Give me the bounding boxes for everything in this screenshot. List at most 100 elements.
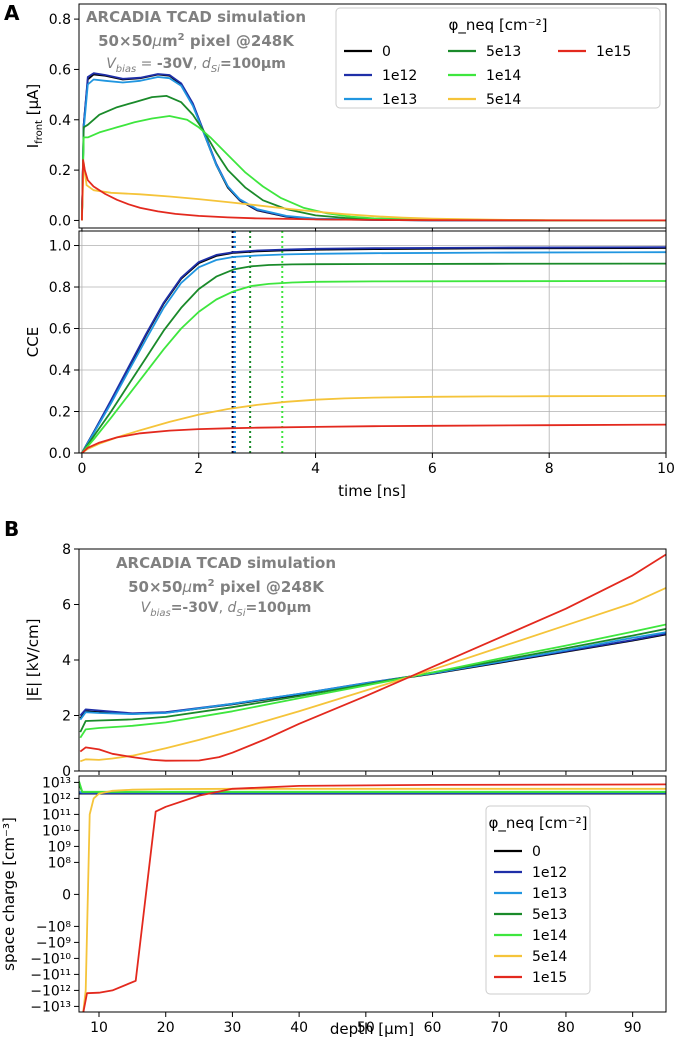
space_charge-xtick-label: 30 bbox=[224, 1020, 242, 1036]
current-ytick-label: 0.4 bbox=[49, 113, 71, 129]
space_charge-ytick-label: −10¹³ bbox=[30, 999, 71, 1015]
cce-xtick-label: 6 bbox=[428, 461, 437, 477]
efield-series-5e13 bbox=[79, 628, 666, 733]
space_charge-ytick-label: −10⁹ bbox=[36, 935, 72, 951]
cce-xtick-label: 2 bbox=[194, 461, 203, 477]
space_charge-xtick-label: 10 bbox=[90, 1020, 108, 1036]
cce-xtick-label: 0 bbox=[77, 461, 86, 477]
legend-top-label-1e14: 1e14 bbox=[486, 68, 521, 84]
panel-label-b: B bbox=[4, 517, 19, 541]
space-charge-xlabel: depth [μm] bbox=[330, 1020, 414, 1038]
cce-xlabel: time [ns] bbox=[338, 482, 406, 500]
legend-bottom-label-5e14: 5e14 bbox=[532, 949, 567, 965]
efield-ytick-label: 6 bbox=[62, 598, 71, 614]
cce-ytick-label: 0.6 bbox=[49, 322, 71, 338]
efield-series-5e14 bbox=[79, 587, 666, 763]
space_charge-ytick-label: 0 bbox=[62, 887, 71, 903]
cce-ytick-label: 0.0 bbox=[49, 446, 71, 462]
space_charge-xtick-label: 60 bbox=[424, 1020, 442, 1036]
legend-top-label-5e13: 5e13 bbox=[486, 44, 521, 60]
annotation-top-line3: Vbias = -30V, dSi=100μm bbox=[106, 56, 286, 75]
cce-series-1e12 bbox=[81, 246, 666, 453]
current-ylabel: Ifront [μA] bbox=[24, 84, 45, 149]
legend-top-box bbox=[335, 7, 661, 109]
legend-top: φ_neq [cm⁻²] 0 1e12 1e13 5e13 1e14 5e14 1e15 bbox=[335, 7, 661, 109]
annotation-bottom-line3: Vbias=-30V, dSi=100μm bbox=[141, 600, 312, 619]
legend-top-label-1e12: 1e12 bbox=[382, 68, 417, 84]
legend-bottom-label-1e15: 1e15 bbox=[532, 970, 567, 986]
legend-top-label-0: 0 bbox=[382, 44, 391, 60]
efield-plot: 0 2 4 6 8 |E| [kV/cm] bbox=[24, 542, 667, 780]
legend-bottom-box bbox=[485, 805, 591, 995]
current-ytick-label: 0.6 bbox=[49, 62, 71, 78]
annotation-top-line2: 50×50μm2 pixel @248K bbox=[98, 32, 295, 50]
current-series-1e14 bbox=[81, 115, 666, 222]
legend-bottom-label-0: 0 bbox=[532, 844, 541, 860]
space-charge-plot: −10¹³−10¹²−10¹¹−10¹⁰−10⁹−10⁸010⁸10⁹10¹⁰1… bbox=[0, 775, 667, 1038]
cce-ytick-label: 1.0 bbox=[49, 239, 71, 255]
panel-label-a: A bbox=[4, 1, 20, 25]
legend-bottom-label-1e12: 1e12 bbox=[532, 865, 567, 881]
space_charge-series-5e14 bbox=[82, 787, 666, 1012]
annotation-top-line1: ARCADIA TCAD simulation bbox=[86, 8, 306, 26]
space_charge-ytick-label: −10¹⁰ bbox=[30, 951, 71, 967]
current-ytick-label: 0.0 bbox=[49, 213, 71, 229]
cce-xtick-label: 8 bbox=[545, 461, 554, 477]
space_charge-ytick-label: 10¹¹ bbox=[42, 807, 71, 823]
space-charge-ylabel: space charge [cm⁻³] bbox=[0, 817, 18, 971]
cce-series-1e15 bbox=[81, 423, 666, 453]
space_charge-ytick-label: −10⁸ bbox=[36, 919, 72, 935]
current-ytick-label: 0.2 bbox=[49, 163, 71, 179]
cce-ytick-label: 0.4 bbox=[49, 363, 71, 379]
annotation-bottom-line2: 50×50μm2 pixel @248K bbox=[128, 578, 325, 596]
cce-series-1e14 bbox=[81, 280, 666, 453]
cce-ytick-label: 0.2 bbox=[49, 405, 71, 421]
space_charge-ytick-label: 10⁸ bbox=[48, 855, 72, 871]
current-ylabel-unit: [μA] bbox=[24, 84, 42, 120]
efield-ytick-label: 0 bbox=[62, 764, 71, 780]
efield-series-1e13 bbox=[79, 631, 666, 721]
cce-plot-frame bbox=[78, 230, 667, 454]
current-plot-frame bbox=[78, 3, 667, 229]
space_charge-xtick-label: 70 bbox=[490, 1020, 508, 1036]
efield-ytick-label: 2 bbox=[62, 709, 71, 725]
efield-series-1e14 bbox=[79, 623, 666, 739]
current-series-1e15 bbox=[81, 159, 666, 222]
space_charge-ytick-label: 10¹⁰ bbox=[42, 823, 71, 839]
legend-top-label-1e13: 1e13 bbox=[382, 92, 417, 108]
space_charge-xtick-label: 40 bbox=[290, 1020, 308, 1036]
space_charge-xtick-label: 20 bbox=[157, 1020, 175, 1036]
current-ytick-label: 0.8 bbox=[49, 12, 71, 28]
legend-bottom-label-1e13: 1e13 bbox=[532, 886, 567, 902]
cce-plot: 0.0 0.2 0.4 0.6 0.8 1.0 0 2 4 6 8 10 CCE time [ns] bbox=[24, 230, 675, 500]
space_charge-ytick-label: −10¹¹ bbox=[30, 967, 71, 983]
space_charge-ytick-label: 10¹³ bbox=[42, 775, 71, 791]
current-series-5e13 bbox=[81, 95, 666, 222]
cce-xtick-label: 4 bbox=[311, 461, 320, 477]
efield-series-1e15 bbox=[79, 553, 666, 762]
space_charge-ytick-label: −10¹² bbox=[30, 983, 71, 999]
legend-top-label-1e15: 1e15 bbox=[596, 44, 631, 60]
efield-ytick-label: 8 bbox=[62, 542, 71, 558]
space_charge-series-1e15 bbox=[82, 783, 666, 1012]
legend-top-title: φ_neq [cm⁻²] bbox=[449, 16, 548, 35]
efield-ytick-label: 4 bbox=[62, 653, 71, 669]
space_charge-xtick-label: 90 bbox=[624, 1020, 642, 1036]
legend-bottom-label-1e14: 1e14 bbox=[532, 928, 567, 944]
legend-bottom-label-5e13: 5e13 bbox=[532, 907, 567, 923]
space_charge-ytick-label: 10¹² bbox=[42, 791, 71, 807]
space_charge-series-1e14 bbox=[79, 780, 666, 793]
efield-ylabel: |E| [kV/cm] bbox=[24, 619, 42, 702]
space_charge-ytick-label: 10⁹ bbox=[48, 839, 72, 855]
current-plot: 0.0 0.2 0.4 0.6 0.8 Ifront [μA] bbox=[24, 3, 667, 232]
cce-ylabel: CCE bbox=[24, 327, 42, 357]
legend-bottom: φ_neq [cm⁻²] 0 1e12 1e13 5e13 1e14 5e14 1e15 bbox=[485, 805, 591, 995]
cce-ytick-label: 0.8 bbox=[49, 280, 71, 296]
space_charge-xtick-label: 50 bbox=[357, 1020, 375, 1036]
legend-top-label-5e14: 5e14 bbox=[486, 92, 521, 108]
annotation-top: ARCADIA TCAD simulation 50×50μm2 pixel @… bbox=[86, 8, 306, 75]
cce-series-5e13 bbox=[81, 262, 666, 453]
annotation-bottom-line1: ARCADIA TCAD simulation bbox=[116, 554, 336, 572]
cce-xtick-label: 10 bbox=[657, 461, 675, 477]
